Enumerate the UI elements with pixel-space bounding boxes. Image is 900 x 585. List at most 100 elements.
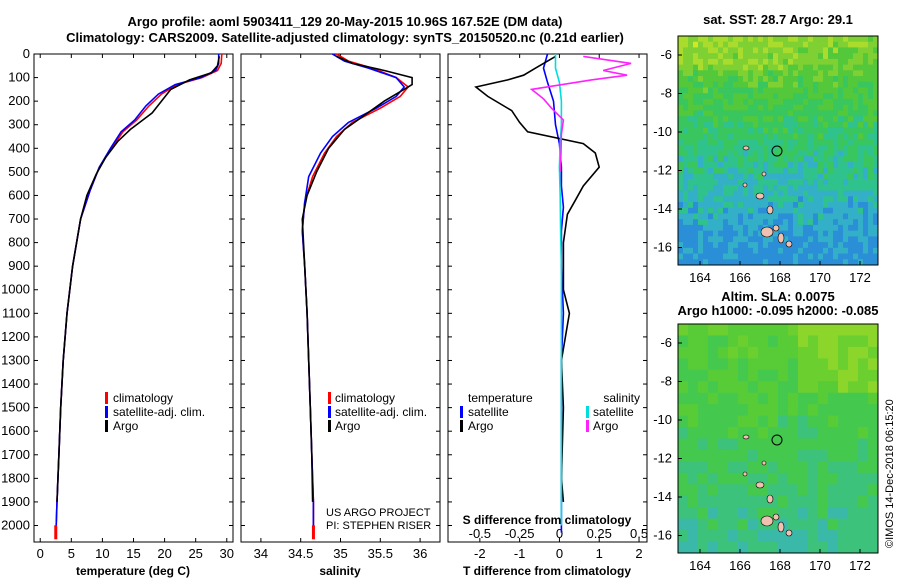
map-cell [873,230,879,237]
map-cell [823,247,829,255]
map-cell [783,93,789,100]
map-cell [738,81,744,89]
map-cell [758,507,769,520]
map-cell [698,242,704,249]
map-cell [778,104,784,111]
map-cell [708,196,714,203]
map-cell [753,144,759,151]
map-cell [838,427,849,439]
map-cell [813,236,819,243]
map-cell [738,259,744,266]
map-cell [873,179,879,186]
map-cell [698,121,704,129]
map-cell [828,133,834,140]
map-cell [858,518,869,531]
map-cell [843,110,849,117]
map-cell [828,167,834,174]
map-cell [718,98,724,106]
map-cell [838,190,844,197]
map-cell [748,207,754,214]
map-cell [788,173,794,180]
map-cell [868,530,879,543]
map-cell [728,110,734,117]
map-cell [843,127,849,134]
map-cell [873,47,879,54]
map-cell [698,358,709,371]
map-cell [723,139,729,146]
legend-s-satellite-label: satellite [593,405,634,419]
map-cell [698,133,704,140]
map-cell [728,76,734,83]
map-cell [713,184,719,192]
map-cell [688,369,699,382]
map-cell [708,541,719,554]
map-cell [803,173,809,180]
map-cell [768,70,774,77]
map-cell [758,98,764,106]
map-cell [773,127,779,134]
map-cell [703,219,709,226]
temperature-difference-legend: temperature satellite Argo [460,391,533,433]
map-cell [728,324,739,336]
map-cell [788,161,794,169]
map-cell [808,495,819,508]
map-cell [683,196,689,203]
map-cell [708,36,714,43]
map-cell [728,242,734,249]
map-cell [813,207,819,214]
map-cell [848,81,854,89]
map-cell [718,161,724,169]
map-cell [828,41,834,48]
map-cell [753,207,759,214]
map-cell [828,415,839,428]
map-cell [683,202,689,209]
map-cell [783,58,789,66]
map-cell [703,116,709,123]
map-cell [748,392,759,405]
map-cell [683,133,689,140]
map-cell [793,196,799,203]
map-cell [788,81,794,89]
map-x-tick-label: 166 [729,270,751,285]
map-cell [838,324,849,336]
map-cell [868,116,874,123]
map-cell [828,358,839,371]
map-cell [798,144,804,151]
map-cell [708,404,719,417]
map-cell [868,121,874,129]
map-cell [798,110,804,117]
map-cell [813,70,819,77]
map-cell [833,236,839,243]
map-cell [858,472,869,485]
map-cell [788,507,799,520]
map-cell [868,53,874,60]
map-cell [743,224,749,232]
map-cell [693,236,699,243]
map-cell [778,64,784,71]
depth-tick-label: 700 [8,211,30,226]
map-cell [738,121,744,129]
map-cell [718,219,724,226]
map-cell [863,64,869,71]
map-cell [773,104,779,111]
map-cell [748,127,754,134]
map-cell [808,41,814,48]
map-cell [753,242,759,249]
map-cell [843,167,849,174]
map-cell [798,392,809,405]
map-cell [818,415,829,428]
map-cell [758,64,764,71]
map-cell [718,116,724,123]
map-cell [783,242,789,249]
map-cell [763,87,769,94]
map-cell [833,207,839,214]
map-cell [813,230,819,237]
map-cell [853,121,859,129]
map-cell [808,47,814,54]
map-cell [718,461,729,474]
map-cell [813,64,819,71]
legend-satellite-swatch [105,406,108,418]
map-cell [718,121,724,129]
map-cell [858,156,864,163]
map-cell [838,219,844,226]
